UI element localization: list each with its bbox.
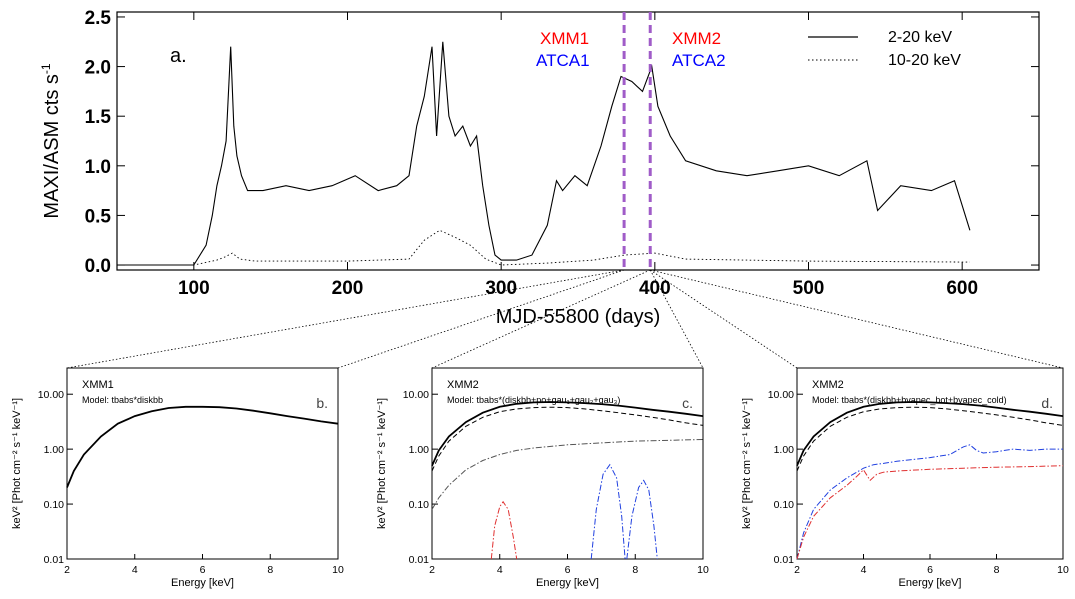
atca1-label: ATCA1 [536, 51, 590, 70]
y-tick-label: 10.00 [403, 389, 429, 401]
x-tick-label: 8 [994, 564, 1000, 576]
y-tick-label: 0.10 [409, 499, 430, 511]
x-tick-label: 8 [267, 564, 273, 576]
series-bvapec_cold [796, 465, 1064, 560]
spectrum-panel-3: 2 4 6 8 10 10.00 1.00 0.10 0.01 Energy [keV] keV² … [741, 367, 1069, 589]
x-tick-label: 500 [793, 278, 825, 299]
model-expression: Model: tbabs*diskbb [82, 395, 163, 405]
y-tick-label: 0.10 [774, 499, 795, 511]
spectrum-title: XMM2 [447, 379, 479, 391]
panel-label-a: a. [170, 45, 187, 67]
zoom-connector-lines [66, 269, 1064, 369]
x-tick-label: 400 [639, 278, 671, 299]
series-bvapec_hot [796, 444, 1063, 560]
legend-label-2-20kev: 2-20 keV [888, 29, 952, 46]
series-po [431, 439, 704, 510]
xmm2-label: XMM2 [672, 29, 721, 48]
series-gau2 [590, 463, 626, 560]
x-tick-label: 4 [132, 564, 138, 576]
y-axis-title: keV² [Phot cm⁻² s⁻¹ keV⁻¹] [11, 398, 23, 529]
series-data [431, 401, 704, 467]
y-tick-label: 0.5 [85, 206, 112, 227]
x-tick-label: 4 [861, 564, 867, 576]
y-axis-title: keV² [Phot cm⁻² s⁻¹ keV⁻¹] [376, 398, 388, 529]
x-axis-title: Energy [keV] [536, 577, 599, 589]
series-data [796, 401, 1064, 467]
x-tick-label: 300 [485, 278, 517, 299]
x-tick-label: 2 [429, 564, 435, 576]
series-10-20-keV [117, 229, 970, 266]
x-tick-label: 10 [1057, 564, 1069, 576]
x-tick-label: 2 [794, 564, 800, 576]
x-tick-label: 2 [64, 564, 70, 576]
x-tick-label: 600 [946, 278, 978, 299]
atca2-label: ATCA2 [672, 51, 726, 70]
spectrum-panel-2: 2 4 6 8 10 10.00 1.00 0.10 0.01 Energy [keV] keV² … [376, 367, 709, 589]
zoom-connector [650, 269, 1064, 369]
y-tick-label: 0.01 [774, 554, 795, 566]
zoom-connector [337, 269, 625, 369]
panel-label: b. [316, 395, 328, 411]
x-axis-title: Energy [keV] [899, 577, 962, 589]
x-tick-label: 6 [927, 564, 933, 576]
xmm1-label: XMM1 [540, 29, 589, 48]
legend-label-10-20kev: 10-20 keV [888, 52, 961, 69]
y-tick-label: 0.10 [44, 499, 65, 511]
series-2-20-keV [117, 41, 971, 266]
y-tick-label: 2.5 [85, 8, 112, 29]
x-tick-label: 4 [497, 564, 503, 576]
zoom-connector [650, 269, 798, 369]
lightcurve-ticks: 100 200 300 400 500 600 0.0 0.5 1.0 1.5 2.0 2.5 [85, 8, 1039, 299]
model-expression: Model: tbabs*(diskbb+bvapec_hot+bvapec_c… [812, 395, 1007, 405]
spectrum-panel-1: 2 4 6 8 10 10.00 1.00 0.10 0.01 Energy [keV] keV² … [11, 367, 344, 589]
x-tick-label: 10 [697, 564, 709, 576]
observation-markers [622, 12, 652, 270]
x-tick-label: 200 [332, 278, 364, 299]
lightcurve-series [117, 41, 971, 266]
spectrum-panels: 2 4 6 8 10 10.00 1.00 0.10 0.01 Energy [keV] keV² … [11, 367, 1069, 589]
y-tick-label: 1.0 [85, 157, 111, 178]
y-tick-label: 1.5 [85, 107, 112, 128]
series-data [66, 405, 339, 488]
panel-label: d. [1041, 395, 1053, 411]
x-tick-label: 10 [332, 564, 344, 576]
lightcurve-frame [116, 11, 1040, 271]
x-tick-label: 6 [200, 564, 206, 576]
y-tick-label: 10.00 [38, 389, 64, 401]
panel-label: c. [682, 395, 693, 411]
y-tick-label: 1.00 [774, 444, 795, 456]
series-disk [796, 406, 1064, 472]
y-tick-label: 0.01 [44, 554, 65, 566]
x-tick-label: 6 [565, 564, 571, 576]
y-tick-label: 0.01 [409, 554, 430, 566]
y-tick-label: 1.00 [409, 444, 430, 456]
series-gau1 [490, 500, 518, 560]
model-expression: Model: tbabs*(diskbb+po+gau₁+gau₂+gau₃) [447, 395, 620, 405]
zoom-connector [649, 269, 704, 369]
x-axis-title: Energy [keV] [171, 577, 234, 589]
spectrum-title: XMM2 [812, 379, 844, 391]
y-tick-label: 1.00 [44, 444, 65, 456]
y-tick-label: 2.0 [85, 58, 111, 79]
lightcurve-x-axis-title: MJD-55800 (days) [496, 306, 661, 328]
y-tick-label: 0.0 [85, 256, 111, 277]
series-gau3 [626, 479, 658, 560]
zoom-connector [431, 269, 651, 369]
x-tick-label: 100 [178, 278, 210, 299]
spectrum-title: XMM1 [82, 379, 114, 391]
y-tick-label: 10.00 [768, 389, 794, 401]
series-disk [431, 406, 704, 472]
legend: 2-20 keV 10-20 keV [808, 29, 961, 69]
lightcurve-y-axis-title: MAXI/ASM cts s-1 [39, 63, 63, 218]
y-axis-title: keV² [Phot cm⁻² s⁻¹ keV⁻¹] [741, 398, 753, 529]
x-tick-label: 8 [632, 564, 638, 576]
